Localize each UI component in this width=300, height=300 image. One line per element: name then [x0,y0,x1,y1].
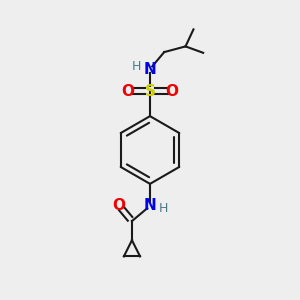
Text: H: H [159,202,168,215]
Text: O: O [112,198,125,213]
Text: N: N [144,61,156,76]
Text: H: H [132,60,141,73]
Text: N: N [144,198,156,213]
Text: S: S [145,84,155,99]
Text: O: O [122,84,134,99]
Text: O: O [166,84,178,99]
